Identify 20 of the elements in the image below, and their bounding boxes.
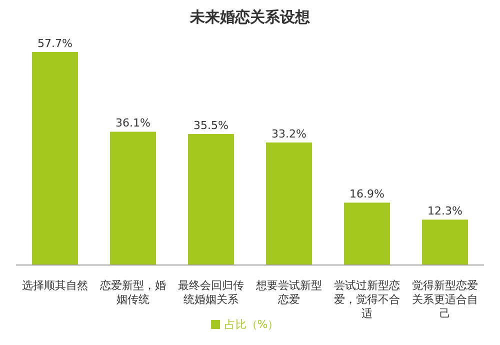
- chart-title: 未来婚恋关系设想: [188, 8, 311, 28]
- bar: [422, 220, 468, 265]
- x-tick-label: 觉得新型恋爱关系更适合自己: [412, 279, 478, 320]
- x-tick-label: 尝试过新型恋爱，觉得不合适: [334, 279, 400, 320]
- x-tick-label: 最终会回归传统婚姻关系: [178, 279, 244, 306]
- bar: [32, 52, 78, 265]
- x-tick-label: 选择顺其自然: [22, 279, 88, 292]
- x-tick-label: 想要尝试新型恋爱: [255, 279, 322, 306]
- data-label: 57.7%: [38, 37, 72, 50]
- data-label: 33.2%: [272, 127, 306, 140]
- data-label: 12.3%: [428, 204, 462, 218]
- data-label: 36.1%: [116, 116, 150, 130]
- data-label: 35.5%: [194, 118, 228, 132]
- bar: [266, 142, 312, 265]
- bar: [344, 202, 390, 265]
- bar: [188, 134, 234, 265]
- data-label: 16.9%: [350, 188, 384, 201]
- x-tick-label: 恋爱新型，婚姻传统: [99, 279, 166, 306]
- legend-label: 占比（%）: [224, 318, 279, 331]
- bar: [110, 132, 156, 265]
